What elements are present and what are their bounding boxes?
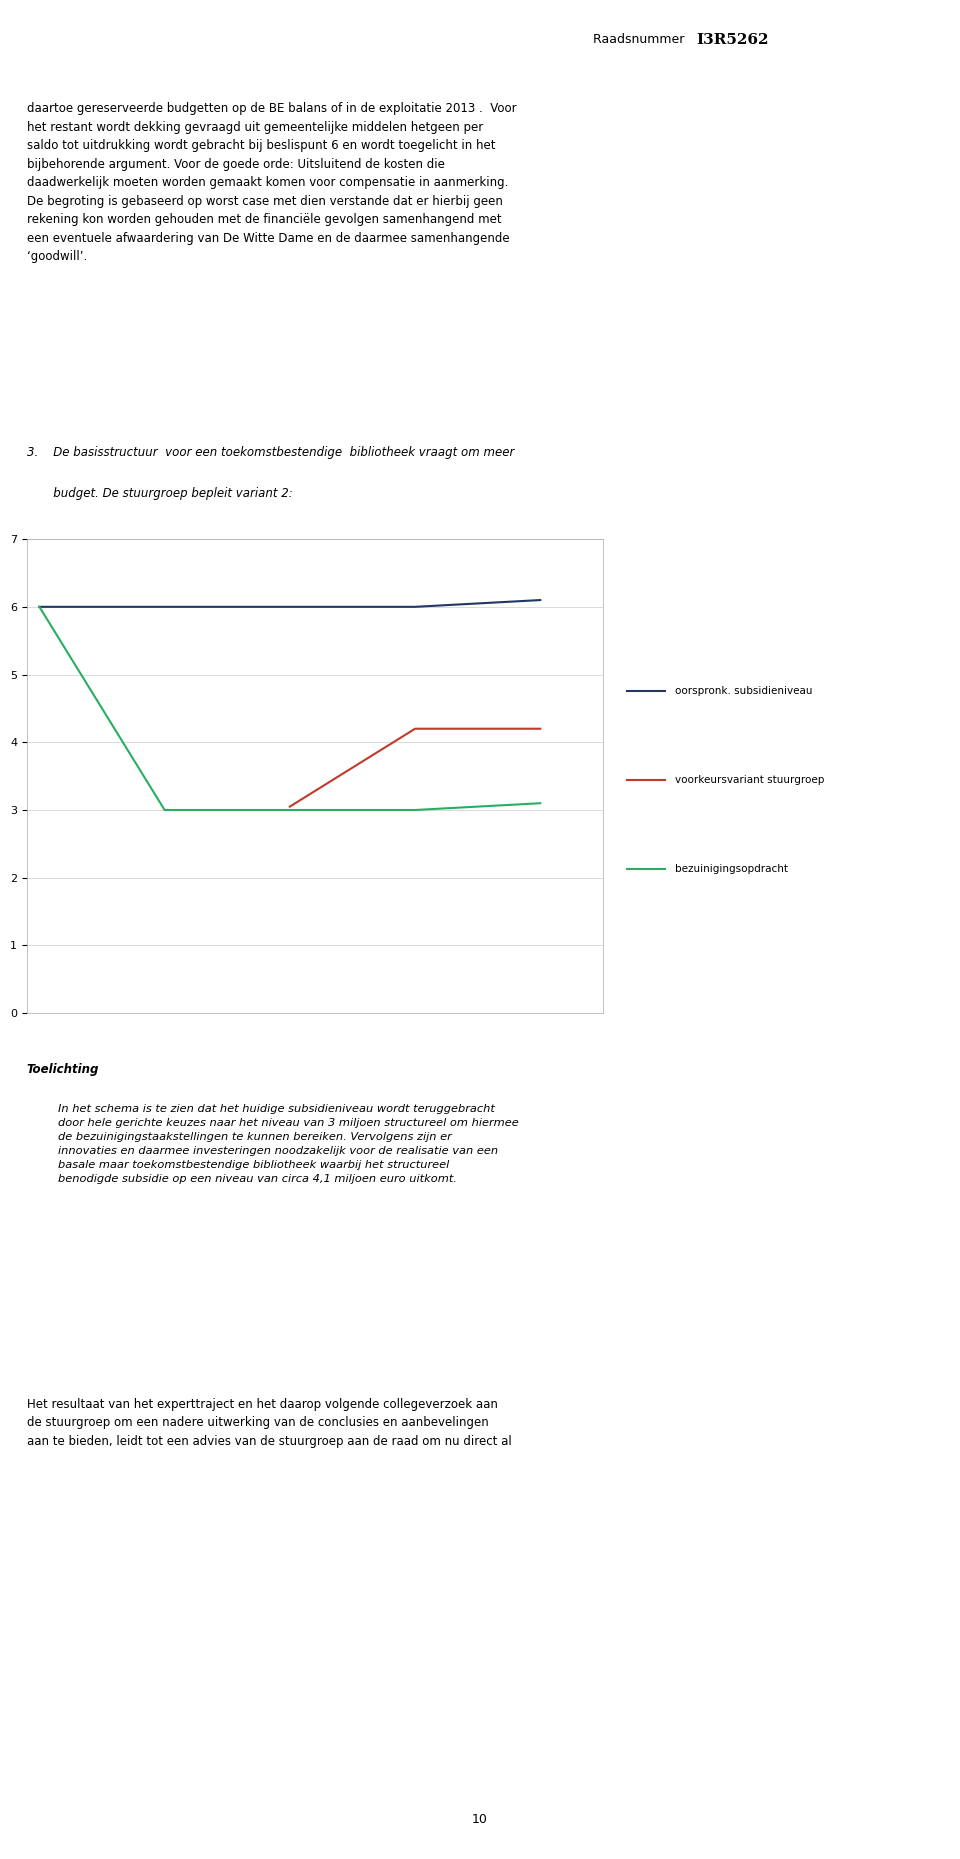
Text: Het resultaat van het experttraject en het daarop volgende collegeverzoek aan
de: Het resultaat van het experttraject en h… [27, 1398, 512, 1448]
Text: bezuinigingsopdracht: bezuinigingsopdracht [675, 864, 788, 874]
Text: In het schema is te zien dat het huidige subsidieniveau wordt teruggebracht
door: In het schema is te zien dat het huidige… [58, 1104, 518, 1184]
Text: Raadsnummer: Raadsnummer [593, 33, 688, 46]
Text: 3.    De basisstructuur  voor een toekomstbestendige  bibliotheek vraagt om meer: 3. De basisstructuur voor een toekomstbe… [27, 446, 515, 459]
Text: Toelichting: Toelichting [27, 1063, 99, 1076]
Text: I3R5262: I3R5262 [696, 33, 769, 48]
Text: budget. De stuurgroep bepleit variant 2:: budget. De stuurgroep bepleit variant 2: [27, 487, 293, 500]
Text: 10: 10 [472, 1813, 488, 1826]
Text: daartoe gereserveerde budgetten op de BE balans of in de exploitatie 2013 .  Voo: daartoe gereserveerde budgetten op de BE… [27, 102, 516, 264]
Text: oorspronk. subsidieniveau: oorspronk. subsidieniveau [675, 686, 812, 695]
Text: voorkeursvariant stuurgroep: voorkeursvariant stuurgroep [675, 775, 825, 784]
